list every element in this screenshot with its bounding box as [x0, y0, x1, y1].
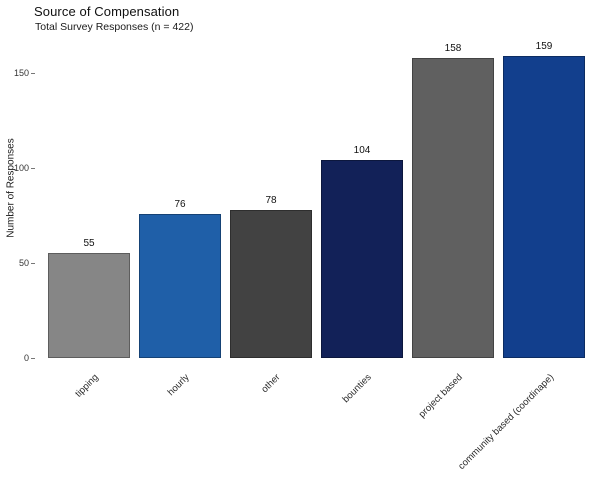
bar-community-based-coordinape-	[503, 56, 585, 358]
y-axis-label: Number of Responses	[5, 138, 17, 238]
bar-value-label: 55	[83, 238, 95, 249]
y-tick-mark	[31, 73, 35, 74]
x-tick-label: tipping	[73, 372, 101, 400]
bar-other	[230, 210, 312, 358]
x-tick-label: community based (coordinape)	[455, 372, 556, 473]
bar-bounties	[321, 160, 403, 358]
bar-tipping	[48, 253, 130, 358]
bar-value-label: 158	[444, 43, 462, 54]
x-tick-label: other	[259, 372, 283, 396]
y-tick-mark	[31, 358, 35, 359]
bar-project-based	[412, 58, 494, 358]
bar-hourly	[139, 214, 221, 358]
y-tick-mark	[31, 263, 35, 264]
x-tick-label: bounties	[340, 372, 374, 406]
chart-title: Source of Compensation	[34, 4, 180, 19]
y-tick-label: 50	[18, 258, 29, 268]
bar-value-label: 159	[535, 41, 553, 52]
bar-value-label: 76	[174, 199, 186, 210]
bar-value-label: 104	[353, 145, 371, 156]
x-tick-label: hourly	[165, 372, 192, 399]
chart-subtitle: Total Survey Responses (n = 422)	[35, 21, 194, 33]
y-tick-label: 0	[23, 353, 29, 363]
y-tick-label: 150	[13, 68, 29, 78]
bar-value-label: 78	[265, 195, 277, 206]
x-tick-label: project based	[416, 372, 465, 421]
y-tick-mark	[31, 168, 35, 169]
y-tick-label: 100	[13, 163, 29, 173]
